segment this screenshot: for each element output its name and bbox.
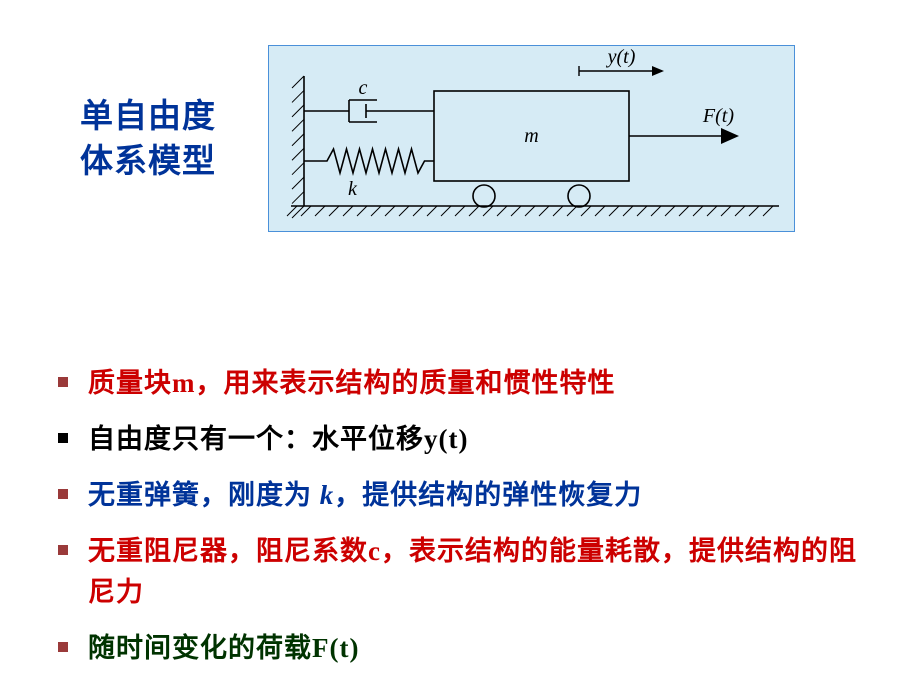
svg-text:k: k <box>348 178 358 200</box>
bullet-text-1: 自由度只有一个：水平位移y(t) <box>88 419 468 461</box>
bullet-marker-icon <box>58 642 68 652</box>
bullet-item-3: 无重阻尼器，阻尼系数c，表示结构的能量耗散，提供结构的阻尼力 <box>58 531 863 615</box>
title-line-2: 体系模型 <box>80 140 280 185</box>
svg-text:F(t): F(t) <box>702 105 734 127</box>
bullet-item-2: 无重弹簧，刚度为 k，提供结构的弹性恢复力 <box>58 475 863 517</box>
sdof-diagram: y(t) c k m F(t) <box>268 45 795 232</box>
bullet-text-3: 无重阻尼器，阻尼系数c，表示结构的能量耗散，提供结构的阻尼力 <box>88 531 863 615</box>
bullet-marker-icon <box>58 433 68 443</box>
bullet-marker-icon <box>58 489 68 499</box>
sdof-diagram-svg: y(t) c k m F(t) <box>269 46 794 231</box>
slide: 单自由度 体系模型 y(t) c k m F(t) 质量块m，用来表示结构的质量和惯性特… <box>0 0 920 690</box>
bullet-list: 质量块m，用来表示结构的质量和惯性特性自由度只有一个：水平位移y(t) 无重弹簧，… <box>58 363 863 684</box>
bullet-marker-icon <box>58 545 68 555</box>
bullet-text-0: 质量块m，用来表示结构的质量和惯性特性 <box>88 363 616 405</box>
bullet-item-1: 自由度只有一个：水平位移y(t) <box>58 419 863 461</box>
title-block: 单自由度 体系模型 <box>80 95 280 184</box>
bullet-text-2: 无重弹簧，刚度为 k，提供结构的弹性恢复力 <box>88 475 642 517</box>
title-line-1: 单自由度 <box>80 95 280 140</box>
svg-text:y(t): y(t) <box>606 46 636 68</box>
svg-text:m: m <box>524 125 538 147</box>
bullet-item-4: 随时间变化的荷载F(t) <box>58 628 863 670</box>
bullet-item-0: 质量块m，用来表示结构的质量和惯性特性 <box>58 363 863 405</box>
bullet-text-4: 随时间变化的荷载F(t) <box>88 628 359 670</box>
bullet-marker-icon <box>58 377 68 387</box>
svg-text:c: c <box>359 77 368 99</box>
